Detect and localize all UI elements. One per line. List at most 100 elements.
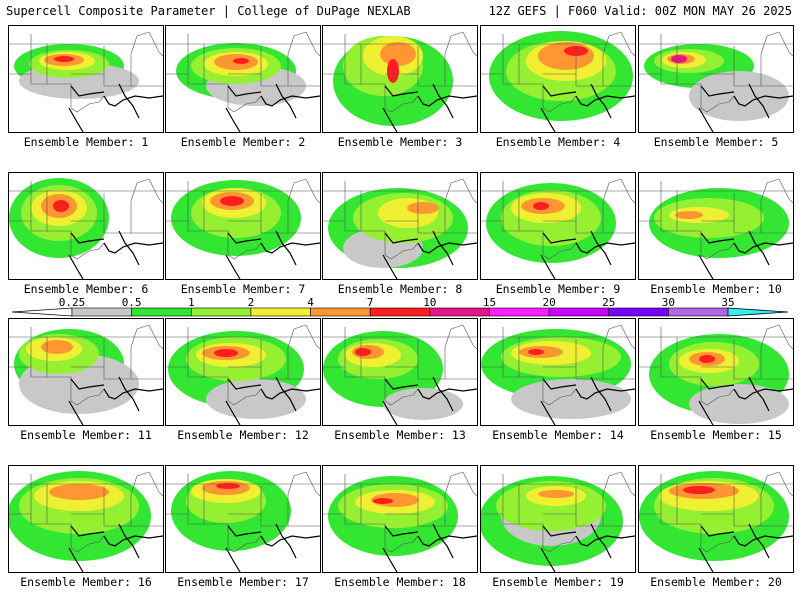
scp-contour-orange [41, 340, 73, 354]
state-border [542, 535, 577, 553]
colorbar [12, 307, 789, 317]
state-border [575, 54, 604, 87]
state-border [46, 484, 72, 548]
state-border [148, 471, 163, 497]
ensemble-map-panel [165, 25, 321, 133]
state-border [444, 471, 464, 495]
ensemble-map-panel [165, 172, 321, 280]
ensemble-map-panel [480, 25, 636, 133]
scp-contour-red [528, 349, 544, 355]
ensemble-member-label: Ensemble Member: 7 [180, 282, 306, 296]
state-border [9, 73, 47, 85]
river-line [260, 242, 320, 254]
river-line [590, 230, 612, 266]
scp-map [323, 31, 477, 132]
colorbar-right-arrow [727, 307, 789, 317]
state-border [203, 191, 229, 255]
river-line [700, 378, 735, 390]
state-border [575, 201, 604, 234]
ensemble-member-label: Ensemble Member: 6 [23, 282, 149, 296]
state-border [287, 324, 307, 348]
scp-map [166, 178, 320, 279]
river-line [733, 535, 793, 547]
river-line [382, 547, 398, 572]
river-line [432, 83, 454, 119]
river-line [382, 107, 398, 132]
colorbar-tick-label: 7 [366, 296, 374, 309]
colorbar-tick-label: 0.25 [58, 296, 86, 309]
state-border [481, 220, 519, 232]
colorbar-tick-label: 2 [247, 296, 255, 309]
state-border [103, 54, 132, 87]
ensemble-map-panel [638, 318, 794, 426]
state-border [676, 191, 702, 255]
river-line [70, 232, 105, 244]
state-border [203, 484, 229, 548]
river-line [575, 388, 635, 400]
state-border [518, 337, 544, 401]
colorbar-segment [369, 307, 431, 317]
ensemble-member-label: Ensemble Member: 4 [495, 135, 621, 149]
ensemble-map-panel [322, 318, 478, 426]
state-border [130, 471, 150, 495]
state-border [639, 73, 677, 85]
state-border [417, 347, 446, 380]
ensemble-member-label: Ensemble Member: 5 [653, 135, 779, 149]
ensemble-map-panel [480, 172, 636, 280]
state-border [305, 178, 320, 204]
river-line [432, 230, 454, 266]
state-border [384, 242, 419, 260]
state-border [46, 191, 72, 255]
state-border [130, 31, 150, 55]
state-border [166, 220, 204, 232]
ensemble-member-label: Ensemble Member: 10 [650, 282, 782, 296]
state-border [9, 366, 47, 378]
river-line [748, 230, 770, 266]
river-line [417, 242, 477, 254]
ensemble-member-label: Ensemble Member: 17 [177, 575, 309, 589]
state-border [305, 471, 320, 497]
state-border [462, 324, 477, 350]
state-border [760, 324, 780, 348]
state-border [676, 337, 702, 401]
state-border [778, 324, 793, 350]
valid-time: 12Z GEFS | F060 Valid: 00Z MON MAY 26 20… [488, 4, 792, 18]
state-border [733, 494, 762, 527]
river-line [103, 535, 163, 547]
scp-contour-orange [538, 42, 594, 70]
river-line [227, 85, 262, 97]
river-line [417, 388, 477, 400]
river-line [590, 83, 612, 119]
ensemble-member-label: Ensemble Member: 3 [337, 135, 463, 149]
state-border [417, 494, 446, 527]
state-border [700, 95, 735, 113]
state-border [227, 535, 262, 553]
state-border [417, 201, 446, 234]
state-border [287, 31, 307, 55]
state-border [9, 220, 47, 232]
state-border [305, 324, 320, 350]
state-border [602, 471, 622, 495]
ensemble-map-panel [638, 172, 794, 280]
river-line [700, 525, 735, 537]
scp-contour-gray [689, 71, 789, 121]
river-line [575, 242, 635, 254]
colorbar-segment [190, 307, 252, 317]
river-line [417, 95, 477, 107]
state-border [148, 31, 163, 57]
scp-contour-red [355, 348, 371, 356]
river-line [118, 230, 140, 266]
state-border [130, 324, 150, 348]
state-border [700, 242, 735, 260]
state-border [620, 31, 635, 57]
scp-contour-red [220, 196, 244, 206]
state-border [384, 95, 419, 113]
state-border [700, 535, 735, 553]
ensemble-member-label: Ensemble Member: 18 [334, 575, 466, 589]
colorbar-tick-label: 25 [602, 296, 616, 309]
state-border [676, 484, 702, 548]
river-line [700, 85, 735, 97]
river-line [700, 232, 735, 244]
river-line [225, 254, 241, 279]
ensemble-member-label: Ensemble Member: 13 [334, 428, 466, 442]
